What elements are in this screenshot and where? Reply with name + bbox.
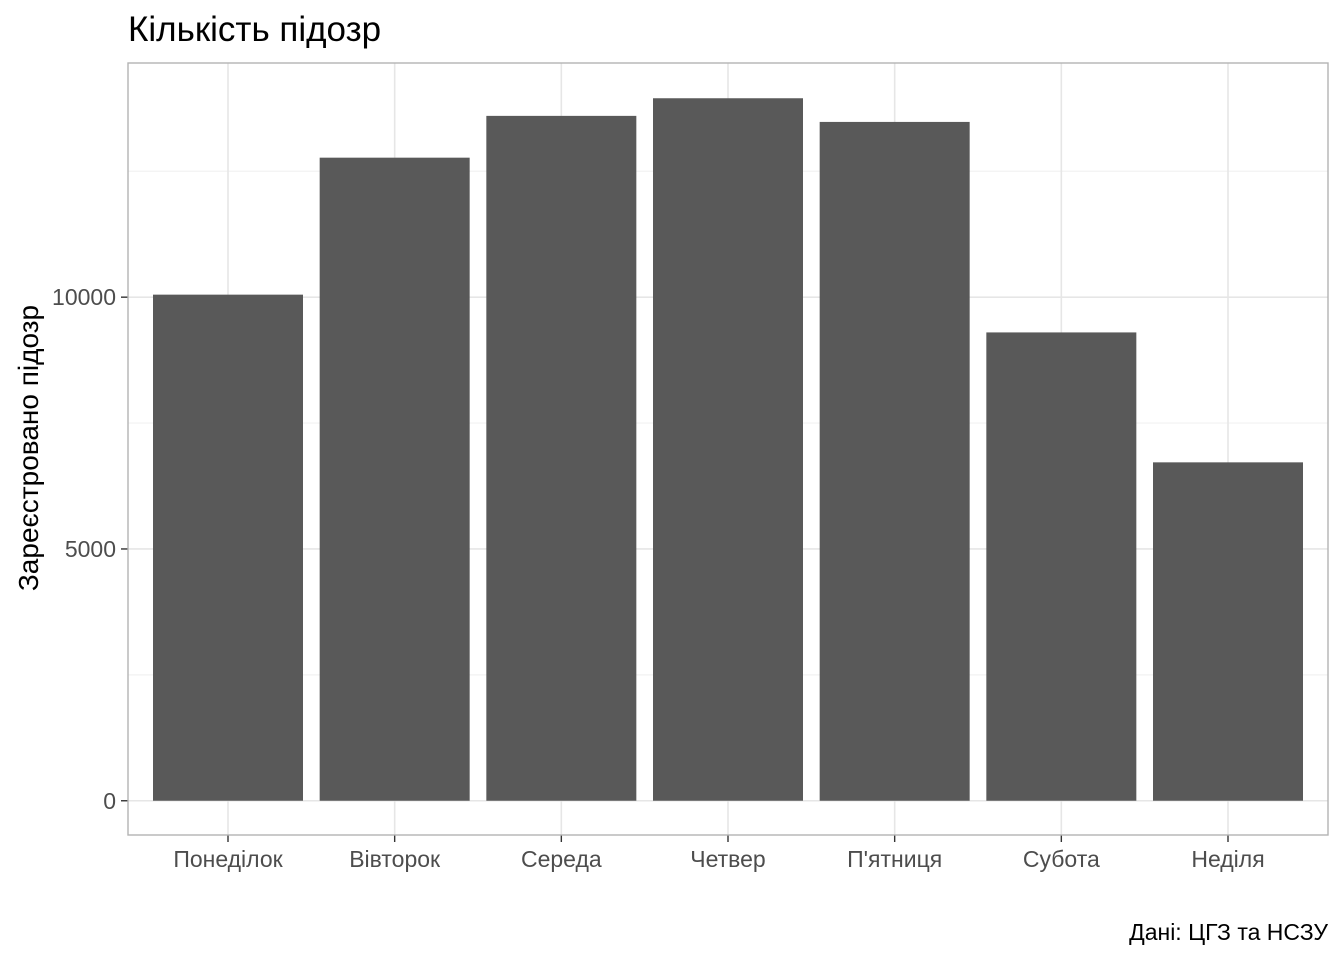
x-tick-label: Неділя [1191,846,1264,872]
chart-title: Кількість підозр [128,10,381,49]
x-tick-label: Середа [521,846,602,872]
y-tick-label: 0 [103,788,116,814]
chart-caption: Дані: ЦГЗ та НСЗУ [1129,919,1328,945]
x-tick-label: Субота [1023,846,1100,872]
bar-5 [819,121,970,801]
y-axis-title: Зареєстровано підозр [13,305,44,591]
x-tick-label: Понеділок [173,846,283,872]
bar-3 [486,115,637,801]
x-tick-label: Вівторок [349,846,441,872]
bar-7 [1153,462,1303,801]
y-tick-label: 5000 [65,536,116,562]
bar-1 [153,294,303,801]
y-tick-label: 10000 [52,284,116,310]
x-tick-label: П'ятниця [847,846,942,872]
panel-border [127,62,1329,836]
bar-4 [653,98,803,801]
bar-2 [319,157,470,801]
bars [153,98,1303,801]
bar-6 [986,332,1137,801]
axis-ticks: 0 5000 10000 Понеділок Вівторок Середа Четвер П… [52,284,1265,872]
x-tick-label: Четвер [690,846,765,872]
